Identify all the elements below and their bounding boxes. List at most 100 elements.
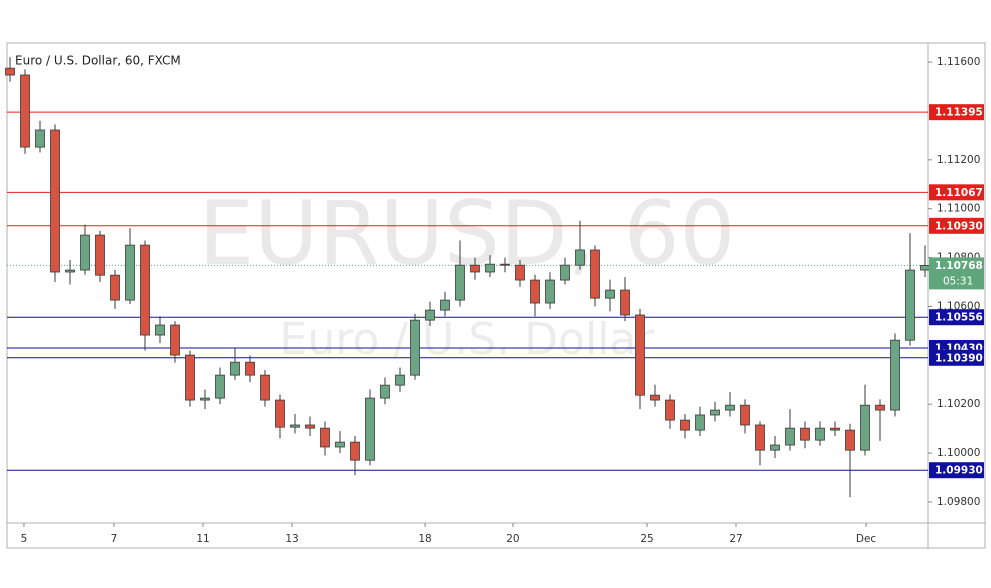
x-tick-label: Dec [856, 533, 877, 545]
level-label: 1.11395 [935, 107, 983, 119]
candle-body [485, 263, 495, 273]
candle-body [635, 314, 645, 396]
candle-body [35, 129, 45, 148]
candle-body [335, 441, 345, 448]
x-tick-label: 25 [640, 533, 653, 545]
candle-body [710, 409, 720, 416]
level-label-box [929, 462, 984, 479]
candle-body [470, 264, 480, 273]
candle-body [290, 424, 300, 428]
chart-title: Euro / U.S. Dollar, 60, FXCM [15, 54, 181, 68]
candle-body [365, 397, 375, 461]
candle-body [5, 67, 15, 76]
candle-body [665, 399, 675, 421]
candle-body [305, 424, 315, 429]
candle-body [440, 299, 450, 311]
y-tick-label: 1.11200 [937, 154, 980, 166]
frame [6, 42, 986, 549]
candle-body [905, 269, 915, 341]
candle-body [830, 427, 840, 431]
candle-body [140, 244, 150, 336]
candle-body [395, 374, 405, 386]
candle-body [740, 404, 750, 426]
watermark-subtitle: Euro / U.S. Dollar [280, 314, 656, 365]
x-tick-label: 13 [285, 533, 298, 545]
level-label: 1.10556 [935, 312, 983, 324]
candle-body [875, 404, 885, 411]
candle-body [725, 404, 735, 411]
price-label-box [929, 257, 984, 290]
candle-body [350, 441, 360, 461]
level-label: 1.11067 [935, 187, 983, 199]
candle-body [680, 419, 690, 431]
y-tick-label: 1.09800 [937, 496, 980, 508]
candle-body [215, 374, 225, 399]
y-tick-label: 1.11600 [937, 56, 980, 68]
candle-body [425, 309, 435, 321]
candle-body [890, 339, 900, 411]
candle-body [185, 354, 195, 401]
x-tick-label: 5 [21, 533, 28, 545]
candles [5, 57, 930, 498]
level-label-box [929, 104, 984, 121]
candle-body [455, 264, 465, 301]
level-label: 1.09930 [935, 465, 983, 477]
x-tick-label: 27 [729, 533, 742, 545]
x-tick-label: 7 [111, 533, 118, 545]
candle-body [860, 404, 870, 451]
level-label: 1.10390 [935, 352, 983, 364]
candle-body [545, 279, 555, 304]
x-tick-label: 20 [506, 533, 519, 545]
watermark: EURUSD, 60 [198, 182, 735, 285]
candle-body [755, 424, 765, 451]
candle-body [695, 414, 705, 431]
level-label-box [929, 309, 984, 326]
candle-body [530, 279, 540, 304]
countdown: 05:31 [943, 275, 973, 287]
candle-body [410, 319, 420, 376]
candle-body [230, 361, 240, 376]
candle-body [20, 74, 30, 148]
candle-body [380, 384, 390, 399]
candle-body [275, 399, 285, 428]
price-label: 1.10768 [935, 260, 983, 272]
y-tick-label: 1.10000 [937, 447, 980, 459]
x-tick-label: 18 [418, 533, 431, 545]
candle-body [320, 427, 330, 448]
candle-body [80, 234, 90, 271]
candle-body [110, 274, 120, 301]
candle-body [785, 427, 795, 446]
candle-body [260, 374, 270, 401]
candle-body [245, 361, 255, 376]
x-tick-label: 11 [196, 533, 209, 545]
candle-body [125, 244, 135, 301]
level-label-box [929, 217, 984, 234]
candle-body [620, 289, 630, 316]
candle-body [200, 397, 210, 401]
candle-body [590, 249, 600, 299]
candle-body [770, 444, 780, 451]
candle-body [50, 129, 60, 273]
candle-body [560, 264, 570, 281]
candle-body [515, 264, 525, 281]
level-label-box [929, 184, 984, 201]
candle-body [605, 289, 615, 299]
level-label-box [929, 349, 984, 366]
candle-body [170, 324, 180, 356]
y-tick-label: 1.10200 [937, 398, 980, 410]
level-label: 1.10930 [935, 220, 983, 232]
candle-body [845, 429, 855, 451]
watermark-group: EURUSD, 60 Euro / U.S. Dollar [198, 182, 735, 365]
candle-body [95, 234, 105, 276]
candle-body [500, 263, 510, 266]
y-tick-label: 1.11000 [937, 203, 980, 215]
candle-body [815, 427, 825, 441]
candle-body [650, 394, 660, 401]
candle-body [575, 249, 585, 266]
candle-body [920, 265, 930, 271]
candle-body [65, 269, 75, 273]
candle-body [155, 324, 165, 336]
candle-body [800, 427, 810, 441]
